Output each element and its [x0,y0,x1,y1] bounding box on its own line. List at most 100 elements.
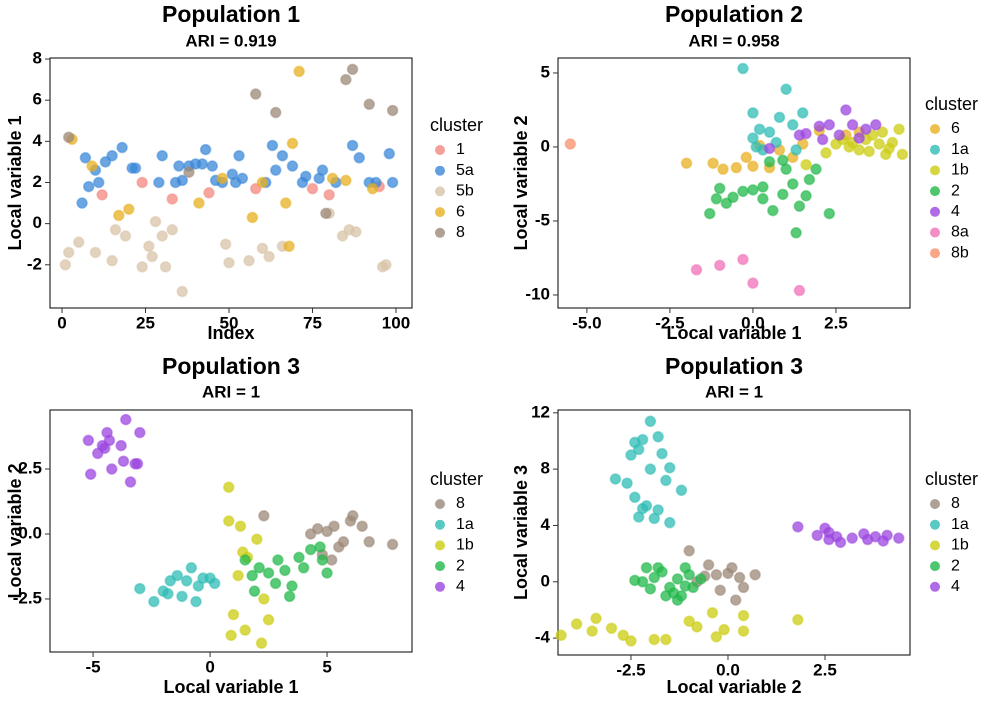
data-point [386,538,399,551]
data-point [171,569,184,582]
data-point [59,259,72,271]
legend-key [435,227,445,238]
y-tick-label: -2 [27,254,42,273]
data-point [793,200,806,212]
data-point [564,138,577,150]
data-point [323,189,335,201]
legend-label: 8 [456,224,465,241]
data-point [780,163,792,175]
data-point [333,541,345,553]
legend-label: 8b [951,244,969,261]
data-point [316,554,329,566]
data-point [249,88,262,100]
x-tick-label: 0.0 [716,660,740,679]
data-point [239,624,251,636]
data-point [233,149,245,162]
data-point [713,182,726,195]
data-point [892,532,905,544]
data-point [792,614,804,626]
data-point [811,529,823,542]
data-point [246,569,258,582]
data-point [300,170,312,183]
data-point [76,197,88,209]
data-point [255,637,268,649]
data-point [652,561,664,574]
data-point [747,184,759,196]
data-point [652,504,664,516]
data-point [86,160,98,172]
data-point [246,211,259,224]
data-point [664,516,676,529]
data-point [823,533,835,546]
data-point [328,520,340,532]
data-point [609,473,622,485]
data-point [625,449,637,461]
data-point [350,226,362,238]
data-point [223,515,235,527]
legend-label: 1b [951,162,969,179]
data-point [652,431,664,443]
y-tick-label: -10 [525,284,550,303]
data-point [733,571,746,584]
data-point [256,176,269,189]
data-point [823,119,836,131]
data-point [115,439,127,452]
data-point [714,584,726,596]
legend-key [930,124,940,134]
data-point [713,259,726,272]
data-point [704,207,716,220]
data-point [82,180,95,193]
data-point [690,264,703,276]
data-point [763,142,776,155]
data-point [790,144,802,156]
y-tick-label: 12 [531,402,550,421]
data-point [796,107,809,119]
data-point [767,204,779,217]
legend-label: 4 [456,578,465,595]
data-point [737,62,749,75]
y-axis-label: Local variable 2 [5,463,25,598]
data-point [644,415,657,428]
data-point [883,142,895,155]
legend-label: 1 [456,141,465,158]
data-point [185,562,198,574]
data-point [84,468,97,480]
legend-key [930,186,940,197]
y-axis-label: Local variable 3 [511,465,531,600]
y-tick-label: 0.0 [18,523,42,542]
data-point [266,139,279,152]
legend-label: 8a [951,224,969,241]
data-point [340,73,352,86]
legend-label: 2 [456,557,465,574]
data-point [286,160,299,172]
y-tick-label: 5 [541,62,550,81]
data-point [256,242,269,255]
data-point [629,491,641,504]
data-point [757,181,769,193]
data-point [72,236,85,248]
data-point [236,172,249,185]
data-point [166,224,178,236]
legend-title: cluster [925,94,978,114]
data-point [586,625,598,637]
data-point [176,590,188,603]
x-tick-label: 2.5 [813,660,837,679]
data-point [740,151,753,164]
data-point [258,593,270,605]
x-tick-label: 0.0 [741,313,765,332]
x-tick-label: -2.5 [616,660,645,679]
data-point [113,209,125,222]
data-point [853,132,865,144]
legend-key [930,499,940,509]
data-point [148,595,160,608]
legend-key [930,206,940,217]
data-point [314,541,326,553]
data-point [843,141,855,153]
data-point [106,463,118,475]
data-point [304,543,317,556]
data-point [283,590,296,603]
x-tick-label: 0 [205,657,214,676]
y-axis-label: Local variable 1 [5,115,25,250]
data-point [747,160,759,172]
data-point [346,139,359,152]
